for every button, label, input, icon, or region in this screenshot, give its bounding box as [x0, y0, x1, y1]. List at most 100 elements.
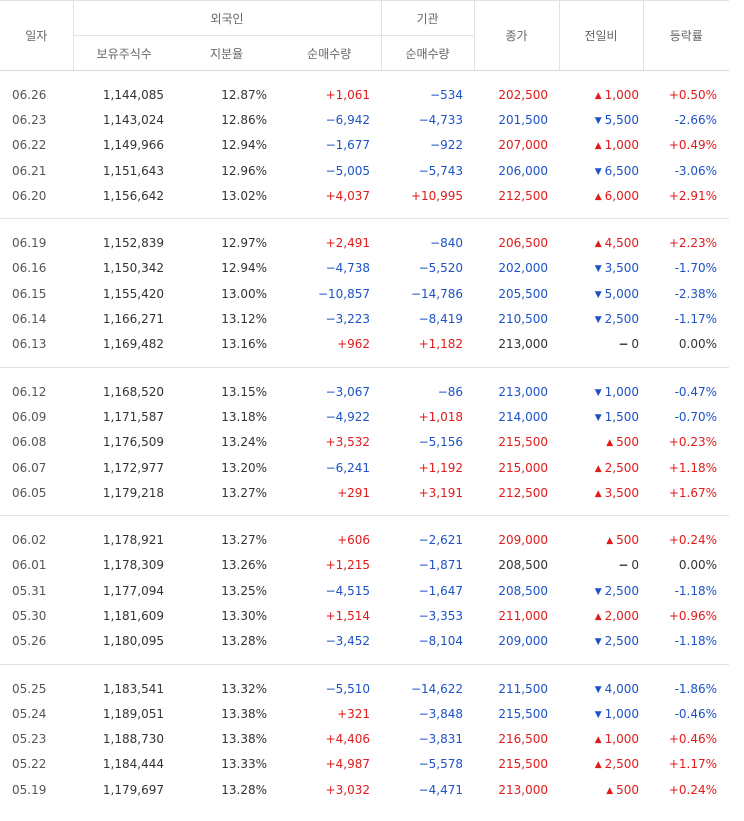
- row-foreign-net: +3,032: [325, 782, 371, 797]
- table-row: 06.21 1,151,643 12.96% −5,005 −5,743 206,000 ▼…: [0, 158, 729, 183]
- row-institution-net: −2,621: [418, 533, 464, 548]
- row-rate: +2.23%: [668, 236, 718, 251]
- row-rate: -1.86%: [674, 681, 718, 696]
- investor-trading-table: 일자 외국인 기관 종가 전일비 등락률 보유주식수 지분율 순매수량 순매수량…: [0, 0, 730, 803]
- row-institution-net: −5,578: [418, 757, 464, 772]
- row-foreign-net: +4,406: [325, 732, 371, 747]
- row-change-value: 3,500: [604, 261, 640, 276]
- row-holdings: 1,168,520: [102, 384, 164, 399]
- row-foreign-net: −4,738: [325, 261, 371, 276]
- table-row: 05.22 1,184,444 13.33% +4,987 −5,578 215,500 ▲…: [0, 752, 729, 777]
- row-close: 215,500: [498, 706, 549, 721]
- row-institution-net: −8,419: [418, 312, 464, 327]
- table-row: 05.30 1,181,609 13.30% +1,514 −3,353 211,000 ▲…: [0, 603, 729, 628]
- row-date: 06.15: [12, 286, 47, 301]
- table-row: 06.08 1,176,509 13.24% +3,532 −5,156 215,500 ▲…: [0, 430, 729, 455]
- row-change: ▲ 1,000: [559, 727, 643, 752]
- row-date: 06.20: [12, 188, 47, 203]
- header-change: 전일비: [558, 0, 644, 71]
- row-date: 05.26: [12, 634, 47, 649]
- spacer-row: [0, 664, 729, 676]
- row-foreign-net: −6,241: [325, 460, 371, 475]
- table-row: 05.23 1,188,730 13.38% +4,406 −3,831 216,500 ▲…: [0, 727, 729, 752]
- row-change-value: 3,500: [604, 485, 640, 500]
- row-share: 13.25%: [221, 583, 267, 598]
- row-foreign-net: +1,061: [325, 87, 371, 102]
- triangle-down-icon: ▼: [594, 289, 602, 300]
- row-institution-net: −4,471: [418, 782, 464, 797]
- row-change-value: 1,000: [604, 138, 640, 153]
- row-share: 13.12%: [221, 312, 267, 327]
- triangle-up-icon: ▲: [594, 239, 602, 250]
- row-share: 12.94%: [221, 261, 267, 276]
- row-rate: +0.24%: [668, 782, 718, 797]
- row-share: 12.97%: [221, 236, 267, 251]
- header-institution-net: 순매수량: [380, 35, 475, 71]
- row-holdings: 1,181,609: [102, 608, 164, 623]
- row-change-value: 2,500: [604, 460, 640, 475]
- table-body: 06.26 1,144,085 12.87% +1,061 −534 202,500 ▲ 1,…: [0, 71, 730, 803]
- row-change: ▲ 6,000: [559, 183, 643, 208]
- row-change: ▼ 4,000: [559, 676, 643, 701]
- row-change: ▲ 2,500: [559, 752, 643, 777]
- row-share: 13.27%: [221, 533, 267, 548]
- row-holdings: 1,179,697: [102, 782, 164, 797]
- row-date: 06.14: [12, 312, 47, 327]
- row-foreign-net: −4,922: [325, 409, 371, 424]
- row-change: ▼ 2,500: [559, 306, 643, 331]
- row-rate: -1.17%: [674, 312, 718, 327]
- header-foreign-group: 외국인: [72, 0, 382, 36]
- row-close: 213,000: [498, 782, 549, 797]
- row-close: 215,500: [498, 757, 549, 772]
- row-date: 06.09: [12, 409, 47, 424]
- row-foreign-net: −6,942: [325, 112, 371, 127]
- row-close: 214,000: [498, 409, 549, 424]
- row-holdings: 1,152,839: [102, 236, 164, 251]
- row-date: 06.01: [12, 558, 47, 573]
- triangle-down-icon: ▼: [594, 412, 602, 423]
- row-share: 13.30%: [221, 608, 267, 623]
- row-close: 209,000: [498, 533, 549, 548]
- table-row: 06.07 1,172,977 13.20% −6,241 +1,192 215,000 ▲…: [0, 455, 729, 480]
- row-holdings: 1,172,977: [102, 460, 164, 475]
- row-rate: +0.50%: [668, 87, 718, 102]
- table-row: 06.05 1,179,218 13.27% +291 +3,191 212,500 ▲ 3,…: [0, 480, 729, 505]
- row-date: 06.19: [12, 236, 47, 251]
- row-holdings: 1,144,085: [102, 87, 164, 102]
- triangle-down-icon: ▼: [594, 709, 602, 720]
- row-holdings: 1,179,218: [102, 485, 164, 500]
- row-close: 211,000: [498, 608, 549, 623]
- row-institution-net: +1,018: [418, 409, 464, 424]
- row-date: 05.23: [12, 732, 47, 747]
- row-share: 13.00%: [221, 286, 267, 301]
- row-share: 13.38%: [221, 706, 267, 721]
- row-share: 12.94%: [221, 138, 267, 153]
- header-share: 지분율: [175, 35, 278, 71]
- row-rate: -1.18%: [674, 634, 718, 649]
- row-foreign-net: +321: [337, 706, 371, 721]
- table-row: 06.14 1,166,271 13.12% −3,223 −8,419 210,500 ▼…: [0, 306, 729, 331]
- row-change: ▲ 1,000: [559, 82, 643, 107]
- row-foreign-net: +3,532: [325, 435, 371, 450]
- spacer-row: [0, 653, 730, 665]
- row-date: 06.21: [12, 163, 47, 178]
- row-share: 13.16%: [221, 337, 267, 352]
- row-share: 13.18%: [221, 409, 267, 424]
- table-row: 05.24 1,189,051 13.38% +321 −3,848 215,500 ▼ 1,…: [0, 701, 729, 726]
- row-change: ▼ 3,500: [559, 256, 643, 281]
- row-date: 06.07: [12, 460, 47, 475]
- row-institution-net: −14,786: [410, 286, 464, 301]
- row-institution-net: −4,733: [418, 112, 464, 127]
- row-change: −0: [559, 553, 643, 578]
- triangle-up-icon: ▲: [594, 760, 602, 771]
- header-row-top: 일자 외국인 기관 종가 전일비 등락률: [0, 0, 730, 71]
- row-share: 12.96%: [221, 163, 267, 178]
- row-foreign-net: −5,510: [325, 681, 371, 696]
- row-holdings: 1,143,024: [102, 112, 164, 127]
- row-institution-net: −5,520: [418, 261, 464, 276]
- triangle-down-icon: ▼: [594, 115, 602, 126]
- row-institution-net: −922: [430, 138, 464, 153]
- flat-dash-icon: −: [618, 337, 629, 352]
- table-row: 06.23 1,143,024 12.86% −6,942 −4,733 201,500 ▼…: [0, 107, 729, 132]
- row-foreign-net: +2,491: [325, 236, 371, 251]
